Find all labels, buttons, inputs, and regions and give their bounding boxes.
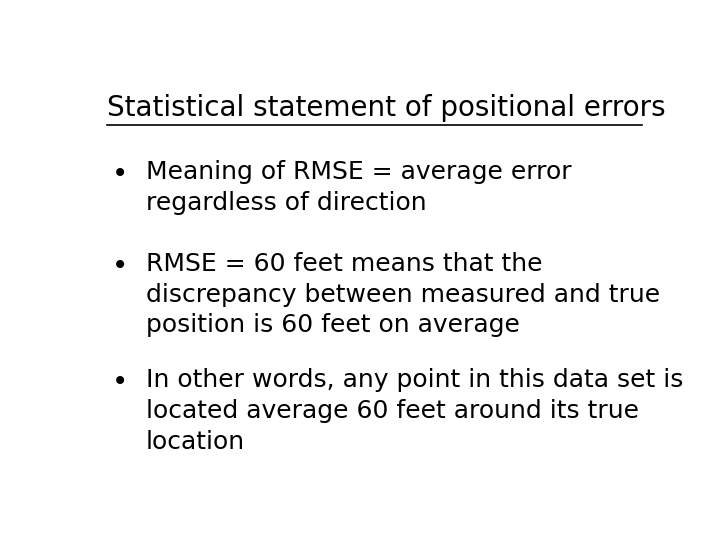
Text: •: • (112, 160, 129, 188)
Text: RMSE = 60 feet means that the
discrepancy between measured and true
position is : RMSE = 60 feet means that the discrepanc… (145, 252, 660, 337)
Text: •: • (112, 368, 129, 396)
Text: Statistical statement of positional errors: Statistical statement of positional erro… (107, 94, 665, 122)
Text: Meaning of RMSE = average error
regardless of direction: Meaning of RMSE = average error regardle… (145, 160, 572, 215)
Text: In other words, any point in this data set is
located average 60 feet around its: In other words, any point in this data s… (145, 368, 683, 454)
Text: •: • (112, 252, 129, 280)
